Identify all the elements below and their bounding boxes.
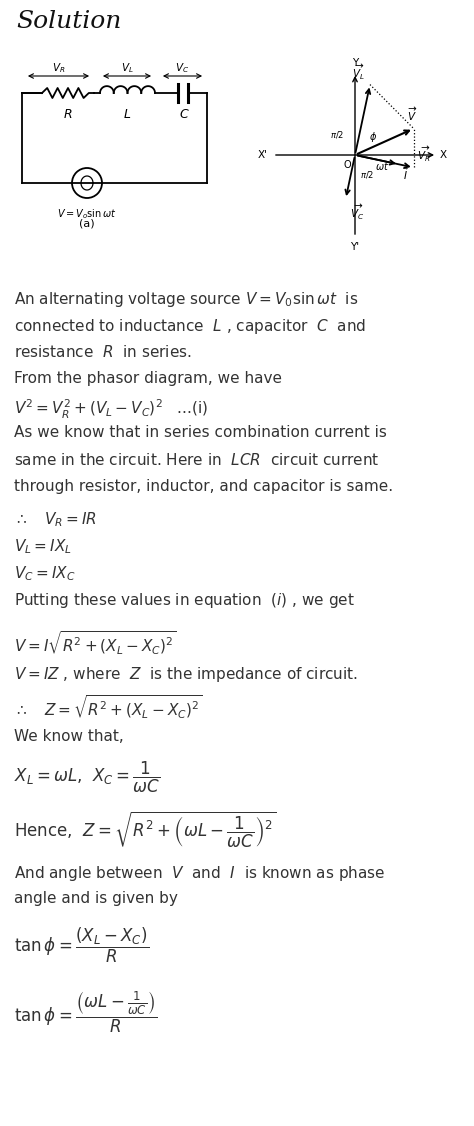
- Text: $V = IZ$ , where  $Z$  is the impedance of circuit.: $V = IZ$ , where $Z$ is the impedance of…: [14, 665, 358, 683]
- Text: $\overrightarrow{V_C}$: $\overrightarrow{V_C}$: [350, 203, 364, 223]
- Text: $\pi/2$: $\pi/2$: [330, 129, 344, 141]
- Text: resistance  $R$  in series.: resistance $R$ in series.: [14, 345, 191, 360]
- Text: And angle between  $V$  and  $I$  is known as phase: And angle between $V$ and $I$ is known a…: [14, 864, 385, 883]
- Text: R: R: [64, 108, 73, 122]
- Text: $V_C = IX_C$: $V_C = IX_C$: [14, 564, 75, 582]
- Text: $V^2 = V_R^2 + (V_L - V_C)^2$   ...(i): $V^2 = V_R^2 + (V_L - V_C)^2$ ...(i): [14, 397, 208, 421]
- Text: $X_L = \omega L$,  $X_C = \dfrac{1}{\omega C}$: $X_L = \omega L$, $X_C = \dfrac{1}{\omeg…: [14, 760, 161, 795]
- Text: Putting these values in equation  $(i)$ , we get: Putting these values in equation $(i)$ ,…: [14, 591, 355, 610]
- Text: $V_L$: $V_L$: [121, 61, 133, 75]
- Text: $\pi/2$: $\pi/2$: [360, 170, 374, 180]
- Text: C: C: [179, 108, 188, 122]
- Text: (a): (a): [79, 218, 95, 227]
- Text: L: L: [124, 108, 131, 122]
- Text: O: O: [343, 160, 351, 170]
- Text: Hence,  $Z = \sqrt{R^2 + \left(\omega L - \dfrac{1}{\omega C}\right)^2}$: Hence, $Z = \sqrt{R^2 + \left(\omega L -…: [14, 808, 276, 849]
- Text: connected to inductance  $L$ , capacitor  $C$  and: connected to inductance $L$ , capacitor …: [14, 318, 366, 336]
- Text: $\vec{I}$: $\vec{I}$: [403, 167, 410, 181]
- Text: Solution: Solution: [16, 10, 121, 33]
- Text: $\therefore$   $V_R = IR$: $\therefore$ $V_R = IR$: [14, 510, 97, 529]
- Text: We know that,: We know that,: [14, 729, 124, 744]
- Text: $\therefore$   $Z = \sqrt{R^2 + (X_L - X_C)^2}$: $\therefore$ $Z = \sqrt{R^2 + (X_L - X_C…: [14, 694, 203, 721]
- Text: An alternating voltage source $V = V_0\sin\omega t$  is: An alternating voltage source $V = V_0\s…: [14, 291, 358, 309]
- Text: Y': Y': [350, 242, 360, 252]
- Text: $V_L = IX_L$: $V_L = IX_L$: [14, 537, 72, 556]
- Text: X: X: [440, 150, 447, 160]
- Text: $\omega t$: $\omega t$: [375, 160, 389, 172]
- Text: $\phi$: $\phi$: [369, 129, 377, 144]
- Text: Y: Y: [352, 59, 358, 68]
- Text: From the phasor diagram, we have: From the phasor diagram, we have: [14, 370, 282, 386]
- Text: $\tan\phi = \dfrac{(X_L - X_C)}{R}$: $\tan\phi = \dfrac{(X_L - X_C)}{R}$: [14, 926, 149, 965]
- Text: $\tan\phi = \dfrac{\left(\omega L - \frac{1}{\omega C}\right)}{R}$: $\tan\phi = \dfrac{\left(\omega L - \fra…: [14, 989, 157, 1035]
- Text: $V_C$: $V_C$: [175, 61, 190, 75]
- Text: $\overrightarrow{V_R}$: $\overrightarrow{V_R}$: [417, 145, 430, 164]
- Text: $V = V_o \sin \omega t$: $V = V_o \sin \omega t$: [57, 207, 117, 221]
- Text: $V = I\sqrt{R^2 + (X_L - X_C)^2}$: $V = I\sqrt{R^2 + (X_L - X_C)^2}$: [14, 631, 177, 656]
- Text: same in the circuit. Here in  $LCR$  circuit current: same in the circuit. Here in $LCR$ circu…: [14, 452, 380, 468]
- Text: As we know that in series combination current is: As we know that in series combination cu…: [14, 425, 387, 440]
- Text: X': X': [258, 150, 268, 160]
- Text: $\overrightarrow{V_L}$: $\overrightarrow{V_L}$: [352, 62, 365, 81]
- Text: through resistor, inductor, and capacitor is same.: through resistor, inductor, and capacito…: [14, 479, 393, 494]
- Text: angle and is given by: angle and is given by: [14, 891, 178, 906]
- Text: $\overrightarrow{V}$: $\overrightarrow{V}$: [407, 105, 417, 123]
- Text: $V_R$: $V_R$: [52, 61, 65, 75]
